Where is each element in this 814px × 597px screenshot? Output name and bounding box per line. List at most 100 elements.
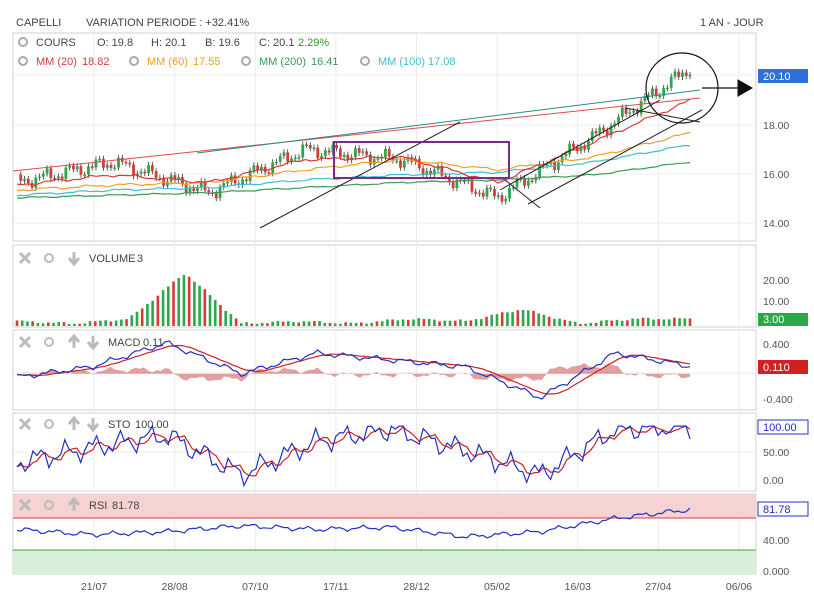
x-tick-label: 16/03 <box>565 581 591 593</box>
candle-body <box>489 187 493 190</box>
volume-bar <box>57 321 61 326</box>
volume-bar <box>292 322 295 326</box>
volume-bar <box>104 320 107 326</box>
close-icon[interactable] <box>18 498 32 512</box>
arrow-up-icon[interactable] <box>67 496 81 511</box>
candle-body <box>417 158 421 169</box>
volume-bar <box>657 319 660 326</box>
candle-body <box>79 166 83 175</box>
volume-bar <box>187 276 191 326</box>
candle-body <box>496 195 500 197</box>
candle-body <box>199 181 203 188</box>
gear-icon[interactable] <box>241 56 251 66</box>
candle-body <box>617 116 620 124</box>
volume-panel-frame <box>12 244 757 328</box>
rsi-tick-label: 40.00 <box>763 535 789 547</box>
gear-icon[interactable] <box>44 337 54 347</box>
ma100-line <box>17 144 691 197</box>
candle-body <box>297 157 301 159</box>
candle-body <box>117 157 120 168</box>
candle-body <box>346 154 350 161</box>
rsi-tick-label: 0.000 <box>763 566 789 578</box>
volume-bar <box>485 316 488 326</box>
sto-tick-label: 50.00 <box>763 447 789 459</box>
macd-toolbar <box>18 333 100 351</box>
candle-body <box>662 87 666 96</box>
volume-bar <box>213 299 217 326</box>
x-tick-label: 05/02 <box>484 581 510 593</box>
macd-value: 0.11 <box>143 337 164 349</box>
arrow-up-icon[interactable] <box>67 333 81 348</box>
volume-bar <box>678 318 681 326</box>
volume-bar <box>93 321 97 326</box>
ma20-value: 18.82 <box>82 56 110 68</box>
volume-bar <box>500 312 504 326</box>
candle-body <box>132 164 135 177</box>
close-icon[interactable] <box>18 335 32 349</box>
volume-bar <box>339 323 342 326</box>
cours-label: COURS <box>36 37 76 49</box>
candle-body <box>395 160 399 163</box>
gear-icon[interactable] <box>44 419 54 429</box>
volume-bar <box>438 321 441 326</box>
arrow-up-icon[interactable] <box>67 415 81 430</box>
candle-body <box>49 168 53 179</box>
candle-body <box>102 158 105 168</box>
volume-bar <box>328 323 332 326</box>
candle-body <box>369 154 372 165</box>
gear-icon[interactable] <box>44 500 54 510</box>
close-icon[interactable] <box>18 251 32 265</box>
candle-body <box>538 164 542 178</box>
candle-body <box>241 179 244 185</box>
volume-value: 3 <box>137 253 143 265</box>
candle-body <box>365 151 369 155</box>
candle-body <box>128 162 132 165</box>
volume-bar <box>208 295 212 326</box>
candle-body <box>34 177 38 188</box>
volume-bar <box>20 320 24 326</box>
candle-body <box>23 178 26 181</box>
candle-body <box>267 172 271 174</box>
arrow-down-icon[interactable] <box>86 336 100 351</box>
candle-body <box>323 150 327 157</box>
volume-bar <box>114 320 118 326</box>
sto-tick-label: 0.00 <box>763 475 784 487</box>
candle-body <box>463 180 466 183</box>
volume-bar <box>396 320 400 326</box>
arrow-down-icon[interactable] <box>86 418 100 433</box>
candle-body <box>402 160 406 168</box>
volume-toolbar <box>18 251 81 267</box>
volume-bar <box>266 323 269 326</box>
candle-body <box>444 175 448 178</box>
price-tick-label: 14.00 <box>763 218 789 230</box>
ma200-label: MM (200) <box>259 56 306 68</box>
price-tick-label: 18.00 <box>763 120 789 132</box>
gear-icon[interactable] <box>18 56 28 66</box>
candle-body <box>226 182 229 184</box>
gear-icon[interactable] <box>129 56 139 66</box>
volume-bar <box>255 323 259 326</box>
volume-bar <box>406 319 410 326</box>
candle-body <box>90 166 94 168</box>
macd-badge-text: 0.110 <box>763 362 790 374</box>
ma100-label: MM (100) <box>378 56 425 68</box>
volume-bar <box>73 323 76 326</box>
close-icon[interactable] <box>18 417 32 431</box>
volume-bar <box>573 321 577 326</box>
volume-bar <box>83 323 87 326</box>
candle-body <box>252 165 256 171</box>
candle-body <box>120 157 124 162</box>
gear-icon[interactable] <box>360 56 370 66</box>
arrow-down-icon[interactable] <box>67 252 81 267</box>
gear-icon[interactable] <box>18 37 28 47</box>
volume-bar <box>344 322 347 326</box>
x-tick-label: 17/11 <box>323 581 349 593</box>
rsi-overbought-zone <box>13 494 756 518</box>
gear-icon[interactable] <box>44 253 54 263</box>
candle-body <box>308 145 312 149</box>
candle-body <box>515 179 519 188</box>
candle-body <box>387 149 391 157</box>
candle-body <box>568 143 572 155</box>
candle-body <box>143 171 147 174</box>
candle-body <box>688 74 692 77</box>
